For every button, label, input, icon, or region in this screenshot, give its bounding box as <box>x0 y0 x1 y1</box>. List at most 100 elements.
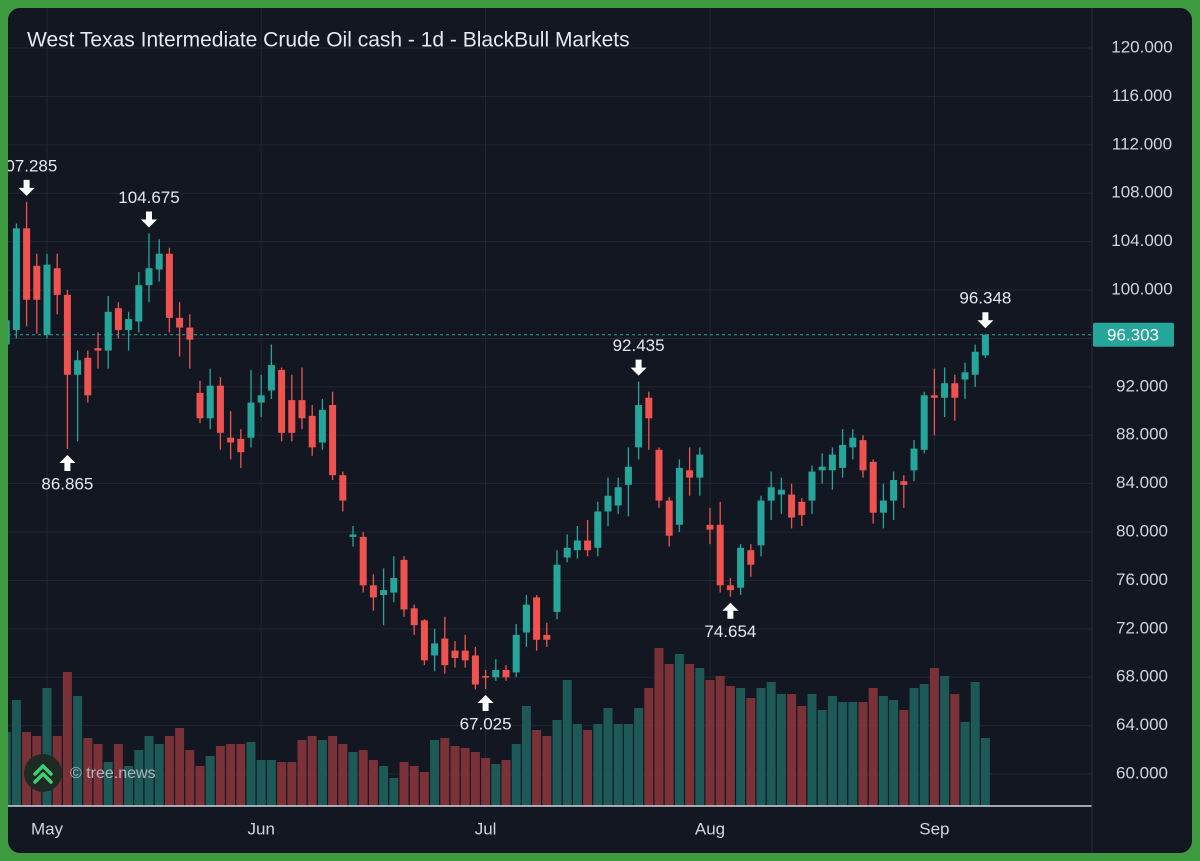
candle-body <box>492 669 500 678</box>
candle-body <box>573 540 581 551</box>
annotation-arrow <box>141 211 157 228</box>
candle-body <box>410 608 418 626</box>
volume-bar <box>103 762 113 806</box>
candle-body <box>635 404 643 448</box>
volume-bar <box>583 730 593 806</box>
annotation-arrow <box>722 602 739 619</box>
volume-bar <box>919 684 929 806</box>
candle-body <box>206 385 214 419</box>
volume-bar <box>970 682 980 806</box>
volume-bar <box>215 746 225 806</box>
volume-bar <box>929 668 939 806</box>
volume-bar <box>11 700 21 806</box>
candle-body <box>624 466 632 485</box>
volume-bar <box>674 654 684 806</box>
candle-body <box>777 489 785 495</box>
candle-body <box>859 440 867 471</box>
candle-body <box>900 481 908 485</box>
candle-body <box>818 466 826 471</box>
candle-body <box>981 334 989 356</box>
candle-body <box>247 402 255 438</box>
candle-body <box>84 357 92 396</box>
volume-bar <box>379 766 389 806</box>
candle-body <box>941 383 949 398</box>
y-tick-label: 68.000 <box>1116 667 1168 686</box>
candle-body <box>798 501 806 516</box>
volume-bar <box>83 738 93 806</box>
volume-bar <box>297 740 307 806</box>
volume-bar <box>328 736 338 806</box>
volume-bar <box>175 728 185 806</box>
annotation-label: 86.865 <box>41 474 93 493</box>
volume-bar <box>317 740 327 806</box>
volume-bar <box>154 744 164 806</box>
candle-body <box>655 449 663 501</box>
volume-bar <box>725 686 735 806</box>
y-tick-label: 88.000 <box>1116 425 1168 444</box>
volume-bar <box>164 736 174 806</box>
candle-body <box>145 268 153 286</box>
candle-body <box>349 534 357 537</box>
volume-bar <box>307 736 317 806</box>
volume-bar <box>277 762 287 806</box>
watermark-logo <box>24 754 62 792</box>
volume-bar <box>787 694 797 806</box>
candle-body <box>400 559 408 610</box>
candle-body <box>155 253 163 270</box>
candle-body <box>53 268 61 295</box>
candle-body <box>369 585 377 598</box>
x-tick-label: Sep <box>919 819 949 838</box>
candle-body <box>614 487 622 506</box>
candle-body <box>461 650 469 661</box>
volume-bar <box>266 760 276 806</box>
candle-body <box>288 400 296 433</box>
annotation-label: 104.675 <box>118 188 179 207</box>
candle-body <box>910 448 918 471</box>
volume-bar <box>185 750 195 806</box>
volume-bar <box>848 702 858 806</box>
volume-bar <box>409 766 419 806</box>
candle-body <box>512 634 520 673</box>
volume-bar <box>552 720 562 806</box>
candle-body <box>278 369 286 433</box>
candle-body <box>726 585 734 591</box>
y-tick-label: 116.000 <box>1112 86 1172 105</box>
candle-body <box>533 597 541 640</box>
annotation-label: 92.435 <box>613 336 665 355</box>
volume-bar <box>389 778 399 806</box>
candle-body <box>104 311 112 351</box>
candle-body <box>114 308 122 330</box>
candle-body <box>33 265 41 300</box>
candle-body <box>849 437 857 448</box>
volume-bar <box>287 762 297 806</box>
volume-bar <box>134 750 144 806</box>
x-tick-label: May <box>31 819 64 838</box>
volume-bar <box>470 752 480 806</box>
y-tick-label: 112.000 <box>1112 134 1172 153</box>
volume-bar <box>940 676 950 806</box>
volume-bar <box>858 702 868 806</box>
volume-bar <box>236 744 246 806</box>
y-tick-label: 104.000 <box>1111 231 1172 250</box>
candle-body <box>890 480 898 501</box>
volume-bar <box>623 724 633 806</box>
candle-body <box>94 348 102 351</box>
volume-bar <box>807 694 817 806</box>
candle-body <box>482 676 490 678</box>
annotation-arrow <box>630 359 647 376</box>
candle-body <box>522 604 530 633</box>
volume-bar <box>746 698 756 806</box>
candle-body <box>879 500 887 513</box>
annotation-label: 74.654 <box>704 622 756 641</box>
volume-bar <box>73 696 83 806</box>
volume-bar <box>521 706 531 806</box>
volume-bar <box>603 708 613 806</box>
candle-body <box>839 444 847 468</box>
volume-bar <box>909 688 919 806</box>
volume-bar <box>664 664 674 806</box>
candle-body <box>359 536 367 586</box>
candle-body <box>196 392 204 419</box>
candle-body <box>186 327 194 340</box>
candle-body <box>257 395 265 403</box>
